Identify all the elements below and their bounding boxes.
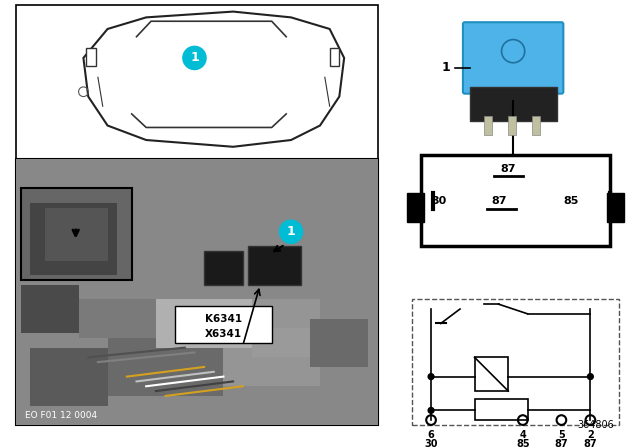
Circle shape xyxy=(280,220,303,243)
Bar xyxy=(223,299,320,386)
Bar xyxy=(412,299,620,425)
Bar xyxy=(474,399,527,420)
Text: 6: 6 xyxy=(428,430,435,440)
Text: 1: 1 xyxy=(287,225,296,238)
Text: 30: 30 xyxy=(431,196,446,206)
Bar xyxy=(252,328,310,358)
Bar xyxy=(248,246,301,285)
Bar xyxy=(421,155,610,246)
FancyBboxPatch shape xyxy=(463,22,563,94)
Text: 87: 87 xyxy=(500,164,516,174)
Bar xyxy=(156,299,252,348)
Text: 4: 4 xyxy=(520,430,526,440)
Bar xyxy=(16,5,378,159)
Circle shape xyxy=(588,374,593,379)
Text: EO F01 12 0004: EO F01 12 0004 xyxy=(26,411,98,420)
Text: 2: 2 xyxy=(587,430,594,440)
Bar xyxy=(30,348,108,405)
Bar xyxy=(484,116,492,135)
Text: 87: 87 xyxy=(584,439,597,448)
Bar xyxy=(310,319,368,367)
Text: 364806: 364806 xyxy=(578,420,614,430)
Text: K6341: K6341 xyxy=(205,314,242,323)
Text: 5: 5 xyxy=(558,430,564,440)
Circle shape xyxy=(428,374,434,379)
Bar xyxy=(607,193,624,222)
Bar xyxy=(532,116,540,135)
Bar xyxy=(108,319,223,396)
Text: X6341: X6341 xyxy=(205,329,242,339)
Bar xyxy=(204,251,243,285)
Bar xyxy=(407,193,424,222)
Bar xyxy=(20,188,132,280)
Text: 30: 30 xyxy=(424,439,438,448)
Bar xyxy=(86,48,96,66)
Bar xyxy=(45,207,108,261)
Bar xyxy=(30,203,117,275)
Bar xyxy=(16,159,378,425)
Text: 85: 85 xyxy=(563,196,579,206)
Bar xyxy=(330,48,339,66)
Circle shape xyxy=(183,46,206,69)
Bar xyxy=(508,116,516,135)
Text: 87: 87 xyxy=(491,196,506,206)
Bar xyxy=(474,358,508,391)
Circle shape xyxy=(428,408,434,414)
Bar xyxy=(16,159,378,425)
Text: 87: 87 xyxy=(555,439,568,448)
Text: 85: 85 xyxy=(516,439,529,448)
Bar xyxy=(20,285,79,333)
Bar xyxy=(79,299,156,338)
Bar xyxy=(175,306,272,343)
Bar xyxy=(470,87,557,121)
Text: 1: 1 xyxy=(442,61,451,74)
Text: 1: 1 xyxy=(190,52,199,65)
